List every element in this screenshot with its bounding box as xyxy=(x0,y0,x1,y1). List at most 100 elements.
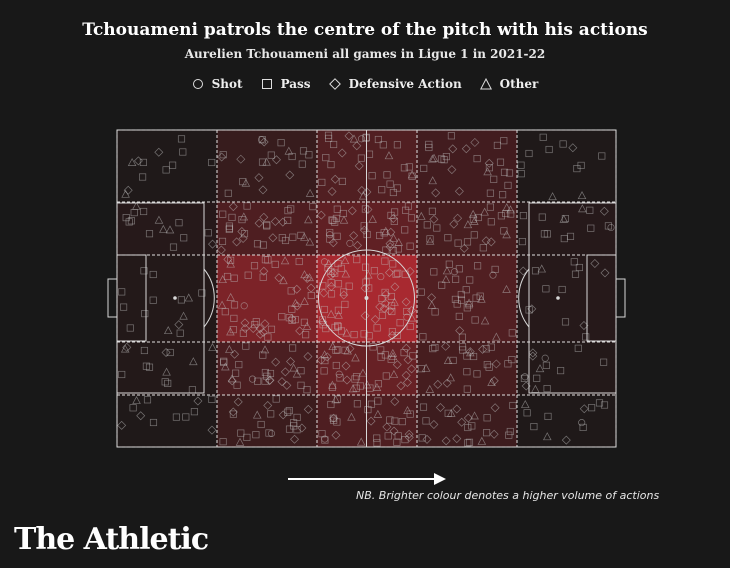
diamond-marker xyxy=(240,324,250,334)
triangle-marker xyxy=(334,310,343,319)
square-marker xyxy=(490,175,498,183)
diamond-marker xyxy=(117,420,127,430)
square-marker xyxy=(287,287,295,295)
diamond-marker xyxy=(452,434,462,444)
triangle-marker xyxy=(470,216,479,225)
square-marker xyxy=(406,410,414,418)
square-marker xyxy=(126,324,134,332)
square-marker xyxy=(333,395,342,403)
diamond-marker xyxy=(331,430,341,440)
triangle-marker xyxy=(163,326,173,335)
triangle-marker xyxy=(368,214,377,223)
square-marker xyxy=(496,158,505,166)
square-marker xyxy=(140,346,148,355)
triangle-marker xyxy=(373,409,383,418)
square-marker xyxy=(502,209,510,218)
square-marker xyxy=(588,404,596,412)
diamond-marker xyxy=(278,217,288,227)
square-marker xyxy=(402,206,410,214)
triangle-marker xyxy=(120,344,130,353)
diamond-marker xyxy=(359,225,369,235)
heatmap-cell xyxy=(117,202,217,255)
heatmap-cell xyxy=(517,342,616,395)
square-marker xyxy=(447,132,455,140)
left-penalty-spot xyxy=(173,296,177,300)
triangle-marker xyxy=(291,298,300,307)
triangle-marker xyxy=(389,369,399,378)
diamond-marker xyxy=(390,396,400,406)
square-marker xyxy=(169,243,178,251)
centre-circle xyxy=(318,249,415,347)
diamond-marker xyxy=(277,377,287,387)
square-marker xyxy=(118,288,126,296)
square-marker xyxy=(265,429,273,437)
square-marker xyxy=(472,294,480,302)
square-marker xyxy=(474,262,482,270)
diamond-marker xyxy=(318,317,328,327)
square-marker xyxy=(204,229,212,237)
square-marker xyxy=(382,246,390,254)
square-marker xyxy=(297,367,305,375)
square-marker xyxy=(340,288,348,296)
square-marker xyxy=(227,256,235,264)
diamond-marker xyxy=(208,239,218,249)
square-marker xyxy=(431,343,439,352)
square-marker xyxy=(182,413,190,421)
square-marker xyxy=(287,205,295,213)
diamond-marker xyxy=(579,404,589,414)
square-marker xyxy=(571,270,580,278)
square-marker xyxy=(378,186,386,194)
diamond-marker xyxy=(345,344,355,354)
square-marker xyxy=(149,270,157,279)
diamond-marker xyxy=(122,342,132,352)
square-marker xyxy=(396,319,404,327)
square-marker xyxy=(463,385,471,393)
square-marker xyxy=(177,296,185,304)
square-marker xyxy=(483,414,491,422)
circle-marker xyxy=(248,375,257,383)
square-marker xyxy=(430,268,438,276)
triangle-marker xyxy=(165,225,175,234)
triangle-marker xyxy=(442,266,452,275)
square-marker xyxy=(542,361,550,369)
diamond-marker xyxy=(352,141,362,151)
square-marker xyxy=(389,260,397,268)
diamond-marker xyxy=(255,329,265,339)
square-marker xyxy=(543,385,551,393)
square-marker xyxy=(295,257,303,266)
square-marker xyxy=(403,307,411,316)
square-marker xyxy=(579,423,587,431)
square-marker xyxy=(381,257,389,265)
square-marker xyxy=(259,273,267,281)
triangle-marker xyxy=(443,355,453,364)
circle-marker xyxy=(541,354,549,362)
right-penalty-arc xyxy=(518,268,530,328)
square-marker xyxy=(381,288,389,296)
diamond-marker xyxy=(349,231,359,241)
square-marker xyxy=(369,343,377,351)
square-marker xyxy=(398,418,406,426)
right-penalty-spot xyxy=(556,296,560,300)
square-marker xyxy=(332,214,340,222)
square-marker xyxy=(374,135,382,144)
square-marker xyxy=(297,381,305,389)
diamond-marker xyxy=(354,161,364,171)
diamond-marker xyxy=(489,376,499,386)
square-marker xyxy=(391,417,399,425)
square-marker xyxy=(237,429,245,437)
triangle-marker xyxy=(347,412,356,421)
square-marker xyxy=(243,202,251,210)
square-marker xyxy=(473,370,481,378)
triangle-marker xyxy=(492,332,501,341)
circle-marker xyxy=(346,239,354,247)
square-marker xyxy=(328,383,337,391)
circle-marker xyxy=(326,231,334,239)
heatmap-cell xyxy=(117,395,217,447)
brand-logo: The Athletic xyxy=(14,522,209,557)
diamond-marker xyxy=(379,304,389,314)
heatmap-cell xyxy=(117,130,217,202)
diamond-marker xyxy=(302,274,312,284)
square-marker xyxy=(172,413,180,421)
triangle-marker xyxy=(239,212,249,221)
square-marker xyxy=(462,286,470,294)
